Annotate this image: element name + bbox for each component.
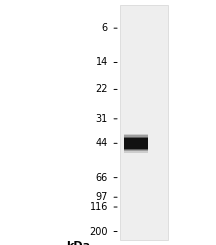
Text: 6: 6 (102, 23, 108, 33)
Bar (124, 134, 148, 153)
Bar (124, 137, 148, 150)
Text: 200: 200 (89, 227, 108, 236)
Bar (120, 5, 168, 240)
Text: 44: 44 (96, 138, 108, 148)
Text: 66: 66 (96, 173, 108, 183)
Bar (124, 138, 148, 149)
Text: 116: 116 (90, 202, 108, 212)
Bar (124, 135, 148, 151)
Text: 31: 31 (96, 114, 108, 124)
Text: 97: 97 (96, 192, 108, 202)
Text: 14: 14 (96, 58, 108, 67)
Text: 22: 22 (95, 85, 108, 94)
Text: kDa: kDa (67, 241, 91, 245)
